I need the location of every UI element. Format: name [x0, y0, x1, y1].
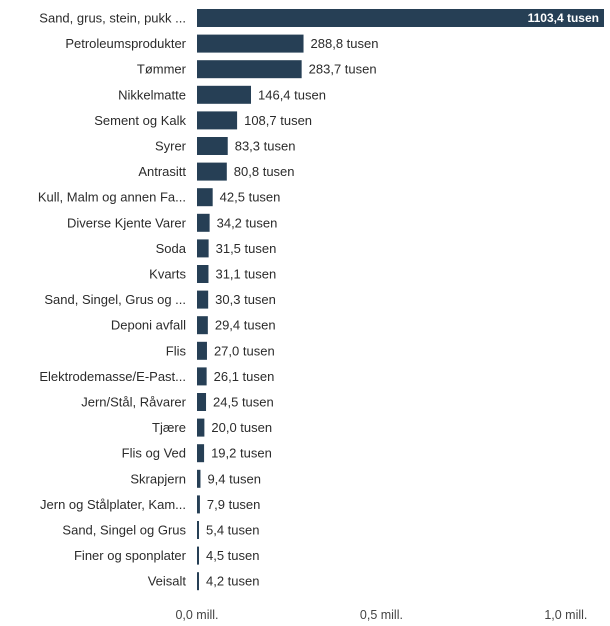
category-label: Skrapjern [130, 471, 186, 486]
category-label: Syrer [155, 139, 187, 154]
bar [197, 546, 199, 565]
category-label: Finer og sponplater [74, 548, 187, 563]
bar [197, 213, 210, 232]
value-label: 4,2 tusen [206, 574, 260, 589]
category-label: Nikkelmatte [118, 87, 186, 102]
value-label: 146,4 tusen [258, 87, 326, 102]
category-label: Diverse Kjente Varer [67, 215, 187, 230]
value-label: 24,5 tusen [213, 395, 274, 410]
x-tick-label: 1,0 mill. [544, 608, 587, 622]
bar [197, 111, 238, 130]
value-label: 26,1 tusen [214, 369, 275, 384]
bar [197, 521, 199, 539]
value-label: 288,8 tusen [311, 36, 379, 51]
category-label: Petroleumsprodukter [65, 36, 186, 51]
category-label: Sement og Kalk [94, 113, 186, 128]
value-label: 83,3 tusen [235, 139, 296, 154]
category-label: Tjære [152, 420, 186, 435]
category-label: Veisalt [148, 574, 187, 589]
bar [197, 239, 209, 258]
value-label: 9,4 tusen [207, 471, 261, 486]
category-label: Soda [156, 241, 187, 256]
bar [197, 393, 207, 411]
bar [197, 290, 209, 309]
value-label: 283,7 tusen [309, 62, 377, 77]
x-tick-label: 0,0 mill. [175, 608, 218, 622]
bar [197, 469, 201, 488]
bar [197, 162, 227, 181]
bar [197, 367, 207, 386]
value-label: 7,9 tusen [207, 497, 261, 512]
category-label: Elektrodemasse/E-Past... [39, 369, 186, 384]
bar [197, 316, 208, 335]
value-label: 19,2 tusen [211, 446, 272, 461]
category-label: Sand, Singel og Grus [62, 523, 186, 538]
category-label: Tømmer [137, 62, 187, 77]
x-tick-label: 0,5 mill. [360, 608, 403, 622]
bar [197, 60, 302, 79]
value-label: 20,0 tusen [211, 420, 272, 435]
bar [197, 137, 228, 155]
category-label: Sand, grus, stein, pukk ... [39, 11, 186, 26]
bar [197, 495, 200, 514]
value-label: 31,5 tusen [216, 241, 277, 256]
category-label: Flis [166, 343, 187, 358]
category-label: Antrasitt [138, 164, 186, 179]
value-label: 108,7 tusen [244, 113, 312, 128]
bar [197, 341, 207, 360]
value-label: 5,4 tusen [206, 523, 260, 538]
bar [197, 85, 252, 104]
bar [197, 188, 213, 207]
category-label: Flis og Ved [122, 446, 186, 461]
category-label: Kvarts [149, 267, 186, 282]
bar [197, 572, 199, 591]
category-label: Jern og Stålplater, Kam... [40, 497, 186, 512]
value-label: 1103,4 tusen [528, 11, 599, 25]
bar [197, 265, 209, 283]
category-label: Kull, Malm og annen Fa... [38, 190, 186, 205]
value-label: 31,1 tusen [215, 267, 276, 282]
value-label: 80,8 tusen [234, 164, 295, 179]
category-label: Jern/Stål, Råvarer [81, 395, 186, 410]
value-label: 27,0 tusen [214, 343, 275, 358]
bar [197, 418, 205, 437]
value-label: 29,4 tusen [215, 318, 276, 333]
category-label: Deponi avfall [111, 318, 186, 333]
value-label: 42,5 tusen [220, 190, 281, 205]
value-label: 30,3 tusen [215, 292, 276, 307]
bar [197, 9, 604, 27]
value-label: 34,2 tusen [217, 215, 278, 230]
value-label: 4,5 tusen [206, 548, 260, 563]
bar [197, 34, 304, 53]
category-label: Sand, Singel, Grus og ... [44, 292, 186, 307]
bar [197, 444, 205, 463]
